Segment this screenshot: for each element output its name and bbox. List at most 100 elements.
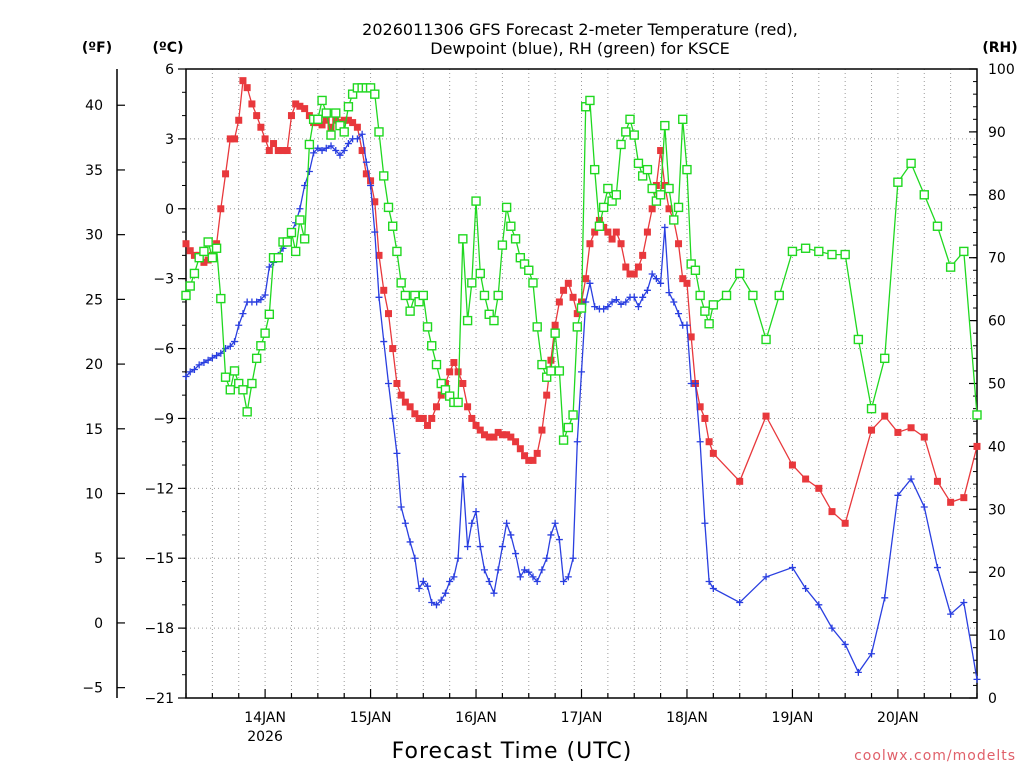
rh-tick-label: 40 [988,439,1006,455]
temperature-point [604,228,612,236]
rh-point [589,164,600,175]
rh-tick-label: 90 [988,125,1006,141]
temperature-point [367,177,375,185]
celsius-tick-label: −15 [144,551,174,567]
dewpoint-point [709,585,717,593]
x-tick-year-label: 2026 [247,729,283,745]
fahrenheit-tick-label: 25 [85,292,103,308]
rh-point [774,290,784,301]
celsius-tick-label: −6 [153,342,174,358]
temperature-point [437,391,445,399]
temperature-point [683,279,691,287]
rh-point [690,265,701,275]
temperature-point [279,147,287,155]
rh-point [761,334,771,345]
temperature-point [292,100,300,108]
rh-point [621,127,631,137]
temperature-point [705,438,713,446]
rh-point [211,243,222,253]
dewpoint-point [314,144,322,152]
temperature-point [226,135,234,143]
x-tick-label: 17JAN [561,710,603,726]
rh-point [339,127,349,137]
temperature-point [393,380,401,387]
fahrenheit-tick-label: 15 [85,422,103,438]
dewpoint-point [512,550,520,558]
temperature-point [222,170,230,178]
rh-unit-label: (RH) [982,40,1017,56]
dewpoint-point [960,598,968,606]
dewpoint-point [226,342,234,350]
rh-tick-label: 100 [988,62,1015,78]
rh-point [282,237,292,247]
dewpoint-point [675,310,683,318]
temperature-point [551,321,559,329]
x-axis-title: Forecast Time (UTC) [392,739,633,764]
temperature-point [868,426,876,434]
series-layer [181,77,982,683]
dewpoint-point [604,303,612,311]
dewpoint-point [384,380,392,387]
temperature-point [696,403,704,411]
dewpoint-point [547,531,555,539]
credit-link[interactable]: coolwx.com/modelts [854,748,1016,764]
dewpoint-point [344,140,352,148]
temperature-point [190,251,198,259]
dewpoint-point [494,566,502,574]
dewpoint-point [920,503,928,511]
temperature-point [529,456,537,464]
temperature-point [480,431,488,439]
dewpoint-point [560,578,568,586]
dewpoint-point [670,298,678,306]
rh-point [431,359,442,370]
rh-point [462,315,473,326]
dewpoint-point [543,554,551,562]
temperature-point [415,414,423,422]
temperature-point [375,251,383,259]
celsius-tick-label: −21 [144,691,174,707]
dewpoint-point [362,158,370,166]
temperature-point [389,345,397,353]
rh-point [664,183,674,194]
rh-point [260,328,270,338]
fahrenheit-tick-label: 10 [85,487,103,503]
rh-point [616,139,626,150]
dewpoint-point [507,531,515,539]
rh-point [704,319,714,329]
rh-point [299,234,310,244]
dewpoint-point [190,366,198,374]
x-tick-label: 19JAN [772,710,814,726]
dewpoint-point [204,356,212,364]
temperature-point [701,414,709,422]
celsius-tick-label: −12 [144,481,174,497]
temperature-point [257,123,265,131]
rh-point [972,410,982,420]
temperature-point [446,368,454,376]
dewpoint-point [182,373,190,381]
rh-tick-label: 70 [988,251,1006,267]
rh-point [959,246,969,257]
fahrenheit-tick-label: 0 [94,616,103,632]
dewpoint-point [310,149,318,157]
rh-point [554,366,565,376]
rh-point [695,290,705,301]
rh-point [787,246,798,257]
dewpoint-point [564,573,572,581]
rh-point [585,95,595,106]
temperature-point [384,310,392,318]
rh-point [370,89,380,99]
temperature-point [283,147,291,155]
dewpoint-point [340,147,348,155]
rh-point [853,334,864,345]
rh-point [304,139,315,150]
temperature-point [788,461,796,469]
rh-point [655,190,666,200]
rh-point [189,268,200,279]
temperature-point [547,356,555,364]
rh-point [479,290,490,301]
dewpoint-point [217,349,225,357]
rh-point [633,158,644,169]
dewpoint-point [762,573,770,581]
temperature-point [503,431,511,439]
rh-point [598,202,609,213]
